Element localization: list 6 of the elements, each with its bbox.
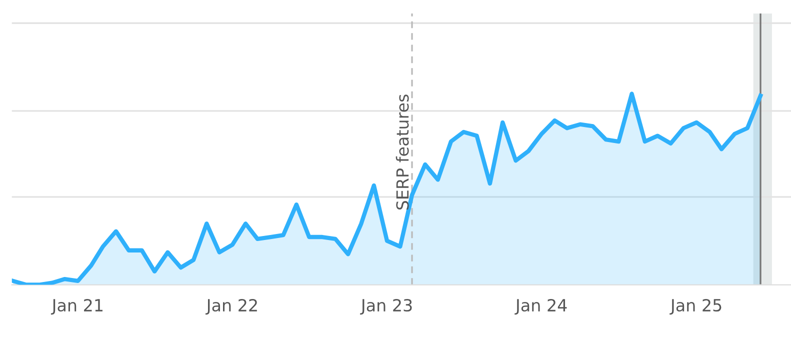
ref-line-label: SERP features <box>396 94 409 210</box>
x-tick-label: Jan 24 <box>514 298 567 315</box>
x-tick-label: Jan 23 <box>360 298 412 315</box>
x-tick-label: Jan 21 <box>50 298 102 315</box>
x-tick-label: Jan 22 <box>206 298 257 315</box>
x-tick-label: Jan 25 <box>670 298 722 315</box>
